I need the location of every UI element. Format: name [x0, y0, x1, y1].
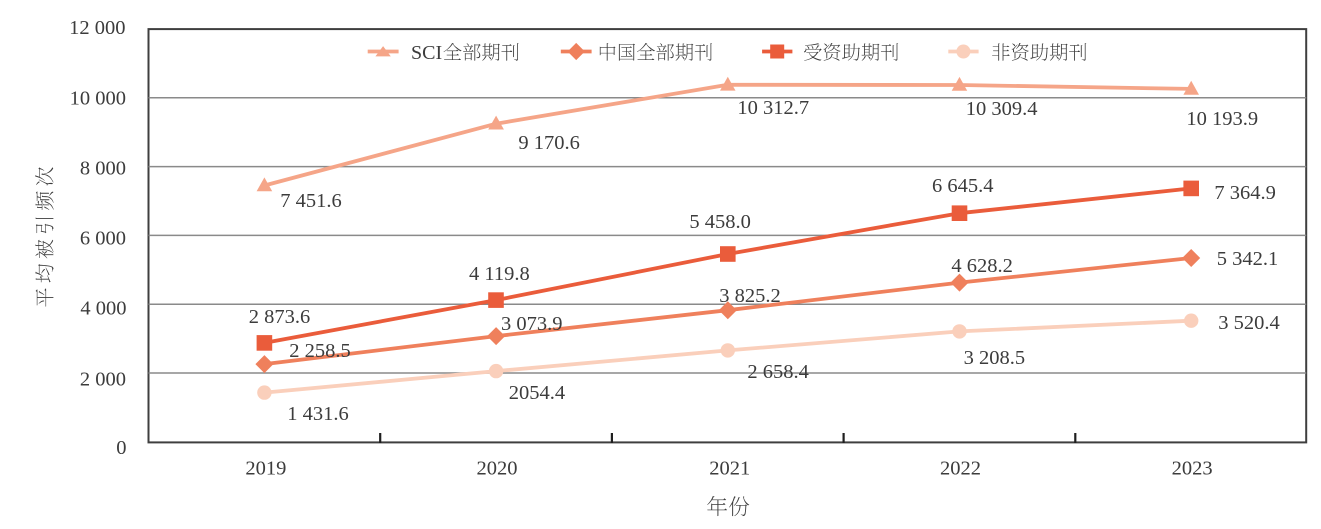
svg-text:7 451.6: 7 451.6	[280, 190, 342, 212]
svg-text:2020: 2020	[477, 458, 518, 480]
svg-text:0: 0	[116, 437, 126, 459]
svg-text:10 312.7: 10 312.7	[737, 97, 809, 119]
svg-text:2022: 2022	[940, 458, 981, 480]
svg-text:3 520.4: 3 520.4	[1218, 312, 1280, 334]
svg-text:2054.4: 2054.4	[509, 382, 565, 404]
svg-text:5 458.0: 5 458.0	[689, 211, 751, 233]
svg-text:2 000: 2 000	[80, 368, 126, 390]
svg-text:10 193.9: 10 193.9	[1186, 108, 1258, 130]
svg-text:3 073.9: 3 073.9	[501, 313, 563, 335]
svg-text:2 873.6: 2 873.6	[249, 306, 310, 328]
svg-text:4 628.2: 4 628.2	[951, 255, 1013, 277]
svg-text:9 170.6: 9 170.6	[518, 132, 580, 154]
svg-text:1 431.6: 1 431.6	[287, 403, 349, 425]
svg-text:2 258.5: 2 258.5	[289, 340, 351, 362]
svg-text:6 000: 6 000	[80, 227, 126, 249]
svg-text:7 364.9: 7 364.9	[1214, 182, 1276, 204]
svg-text:2019: 2019	[245, 458, 286, 480]
svg-text:3 825.2: 3 825.2	[719, 285, 781, 307]
svg-text:8 000: 8 000	[80, 157, 126, 179]
svg-text:2021: 2021	[709, 458, 750, 480]
svg-text:2 658.4: 2 658.4	[747, 361, 809, 383]
svg-text:10 309.4: 10 309.4	[966, 98, 1038, 120]
svg-text:12 000: 12 000	[69, 17, 125, 39]
svg-text:3 208.5: 3 208.5	[964, 347, 1026, 369]
svg-text:4 000: 4 000	[80, 297, 126, 319]
svg-text:4 119.8: 4 119.8	[469, 263, 530, 285]
svg-text:5 342.1: 5 342.1	[1217, 248, 1279, 270]
svg-text:6 645.4: 6 645.4	[932, 175, 994, 197]
svg-text:10 000: 10 000	[70, 87, 126, 109]
svg-text:2023: 2023	[1172, 458, 1213, 480]
svg-text:SCI: SCI	[411, 42, 442, 64]
